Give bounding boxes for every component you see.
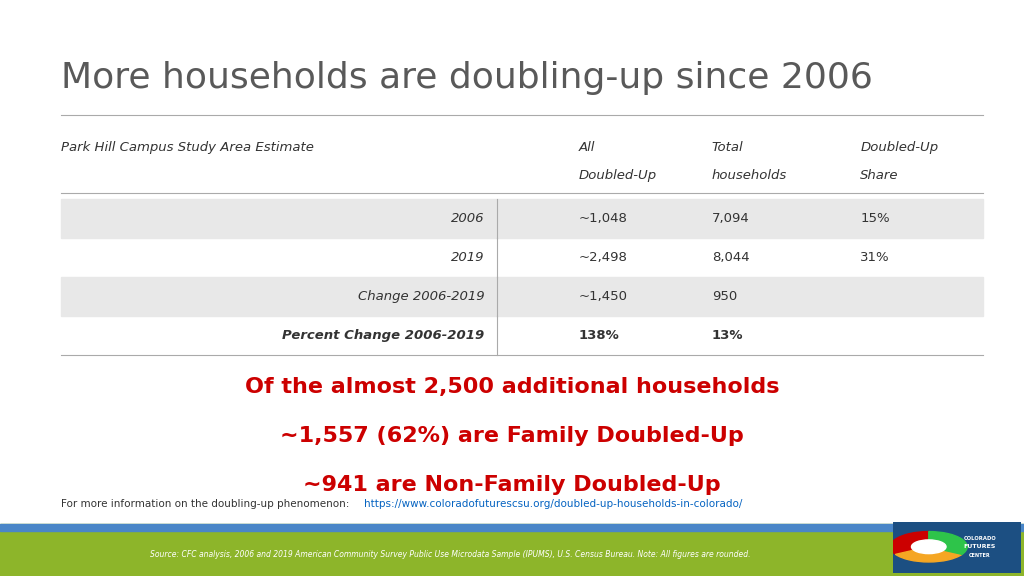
Text: For more information on the doubling-up phenomenon:: For more information on the doubling-up … bbox=[61, 499, 353, 509]
Text: Doubled-Up: Doubled-Up bbox=[860, 141, 938, 154]
Text: ~1,450: ~1,450 bbox=[579, 290, 628, 303]
Text: Share: Share bbox=[860, 169, 899, 182]
Text: More households are doubling-up since 2006: More households are doubling-up since 20… bbox=[61, 60, 873, 95]
Text: https://www.coloradofuturescsu.org/doubled-up-households-in-colorado/: https://www.coloradofuturescsu.org/doubl… bbox=[364, 499, 742, 509]
Text: Source: CFC analysis, 2006 and 2019 American Community Survey Public Use Microda: Source: CFC analysis, 2006 and 2019 Amer… bbox=[151, 550, 751, 559]
Text: 950: 950 bbox=[712, 290, 737, 303]
Text: ~1,048: ~1,048 bbox=[579, 212, 628, 225]
Text: 7,094: 7,094 bbox=[712, 212, 750, 225]
Text: FUTURES: FUTURES bbox=[964, 544, 996, 550]
Text: Doubled-Up: Doubled-Up bbox=[579, 169, 656, 182]
Bar bbox=[0, 524, 1024, 531]
Text: Total: Total bbox=[712, 141, 743, 154]
Wedge shape bbox=[891, 532, 929, 554]
Text: 138%: 138% bbox=[579, 329, 620, 342]
Text: All: All bbox=[579, 141, 595, 154]
Wedge shape bbox=[896, 547, 962, 562]
Text: 2019: 2019 bbox=[451, 251, 484, 264]
Bar bbox=[0, 524, 1024, 576]
Bar bbox=[61, 199, 983, 238]
Text: 31%: 31% bbox=[860, 251, 890, 264]
Text: CENTER: CENTER bbox=[969, 554, 991, 558]
Text: households: households bbox=[712, 169, 786, 182]
Text: 15%: 15% bbox=[860, 212, 890, 225]
Wedge shape bbox=[929, 532, 968, 554]
Bar bbox=[61, 277, 983, 316]
Text: COLORADO: COLORADO bbox=[964, 536, 996, 541]
Text: 13%: 13% bbox=[712, 329, 743, 342]
Text: Of the almost 2,500 additional households: Of the almost 2,500 additional household… bbox=[245, 377, 779, 397]
Text: Percent Change 2006-2019: Percent Change 2006-2019 bbox=[282, 329, 484, 342]
Text: 8,044: 8,044 bbox=[712, 251, 750, 264]
Text: ~1,557 (62%) are Family Doubled-Up: ~1,557 (62%) are Family Doubled-Up bbox=[281, 426, 743, 446]
Text: Park Hill Campus Study Area Estimate: Park Hill Campus Study Area Estimate bbox=[61, 141, 314, 154]
Circle shape bbox=[911, 540, 946, 554]
Text: ~941 are Non-Family Doubled-Up: ~941 are Non-Family Doubled-Up bbox=[303, 475, 721, 495]
Text: 2006: 2006 bbox=[451, 212, 484, 225]
Text: ~2,498: ~2,498 bbox=[579, 251, 628, 264]
Text: Change 2006-2019: Change 2006-2019 bbox=[357, 290, 484, 303]
